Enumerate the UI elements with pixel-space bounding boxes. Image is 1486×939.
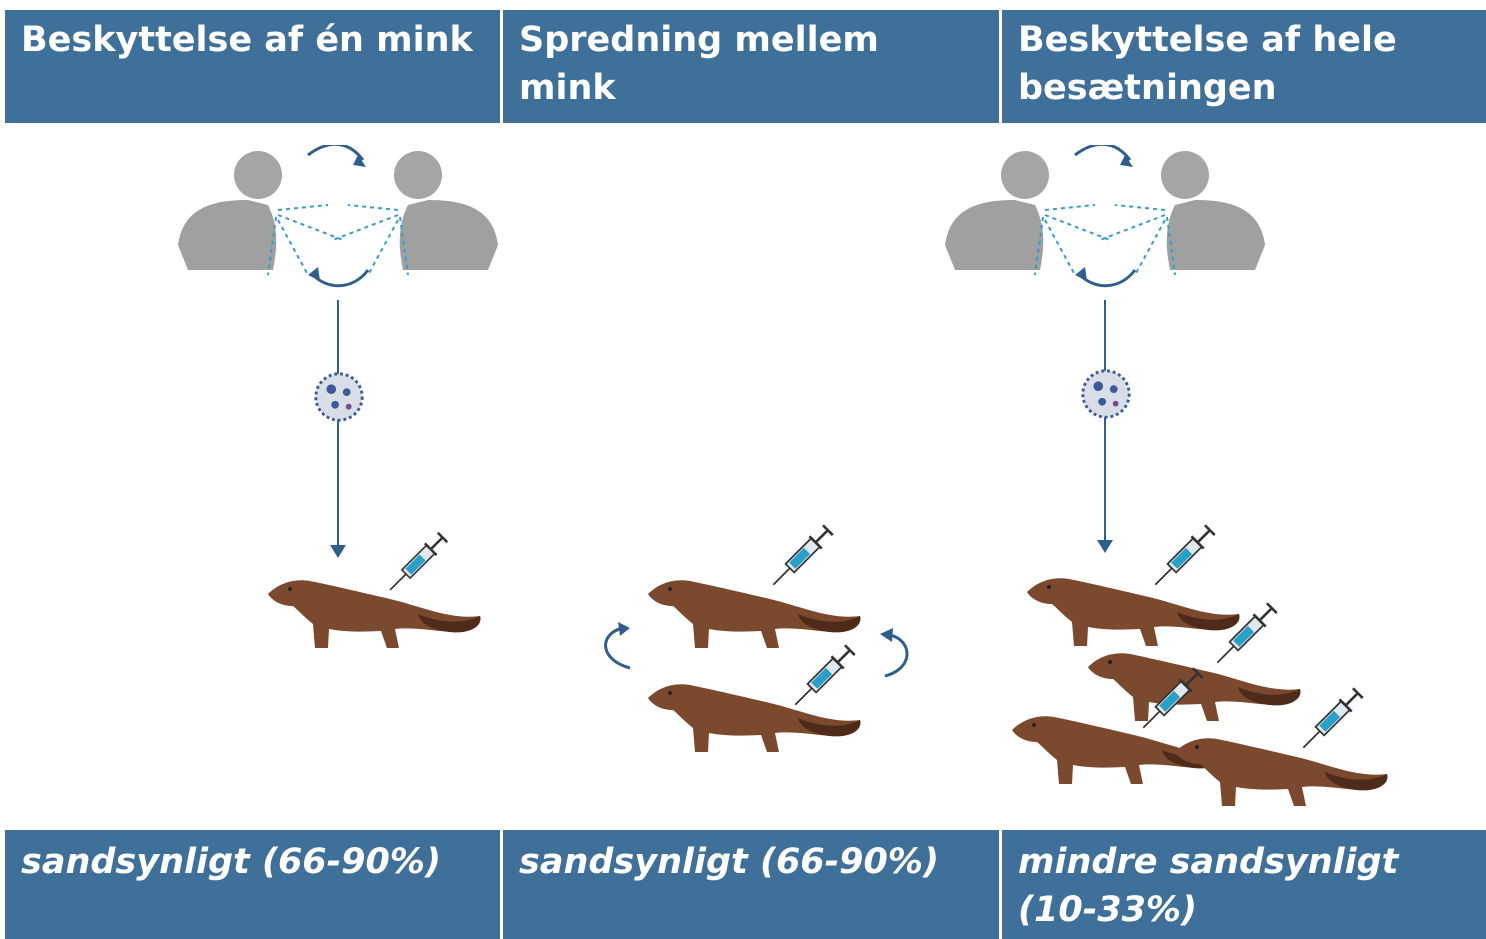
spread-illustration	[606, 524, 907, 752]
illustrations	[0, 0, 1486, 939]
transmission-illustration	[178, 144, 498, 648]
herd-illustration	[945, 144, 1387, 806]
page: Beskyttelse af én mink Spredning mellem …	[0, 0, 1486, 939]
